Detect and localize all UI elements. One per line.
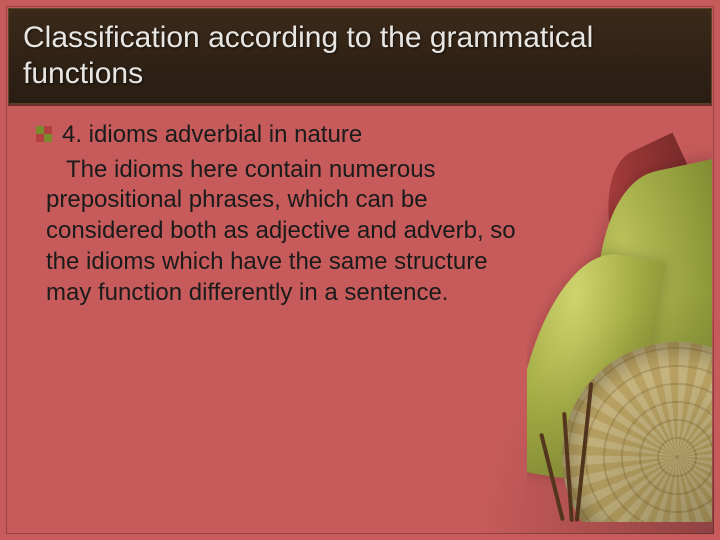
stem-icon [539, 433, 565, 521]
decorative-art [527, 106, 712, 532]
stem-icon [575, 382, 594, 522]
leaf-icon [563, 158, 712, 485]
title-box: Classification according to the grammati… [8, 8, 712, 104]
fan-icon [552, 332, 712, 532]
bullet-text: 4. idioms adverbial in nature [62, 120, 362, 151]
title-underline [8, 104, 712, 106]
slide-title: Classification according to the grammati… [23, 20, 711, 92]
checker-bullet-icon [36, 126, 52, 142]
leaf-icon [527, 242, 666, 489]
leaf-icon [573, 133, 712, 370]
stem-icon [562, 412, 574, 522]
stems-icon [542, 362, 602, 522]
decorative-mask [542, 522, 712, 532]
body-text: The idioms here contain numerous preposi… [36, 155, 516, 309]
slide: Classification according to the grammati… [0, 0, 720, 540]
bullet-row: 4. idioms adverbial in nature [36, 120, 516, 151]
content-area: 4. idioms adverbial in nature The idioms… [36, 120, 516, 308]
corner-shadow [474, 294, 714, 534]
